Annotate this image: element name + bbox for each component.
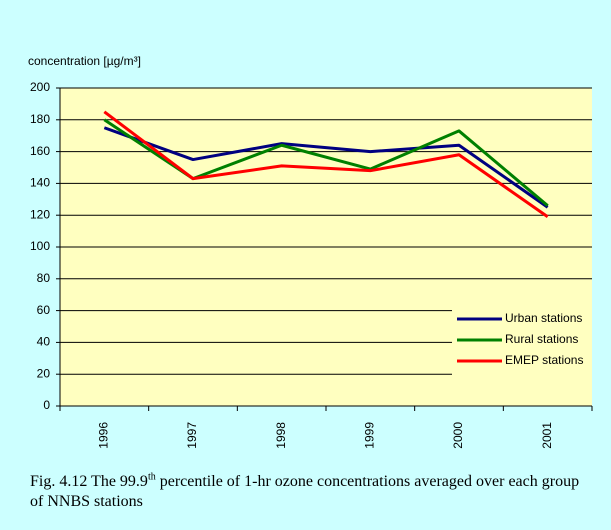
- legend-label: Urban stations: [505, 311, 582, 325]
- legend-label: EMEP stations: [505, 353, 583, 367]
- x-tick-label: 2000: [451, 422, 465, 449]
- y-tick-label: 120: [30, 207, 50, 221]
- x-tick-label: 2001: [540, 422, 554, 449]
- x-tick-label: 1999: [363, 422, 377, 449]
- y-tick-label: 100: [30, 239, 50, 253]
- caption-text: Fig. 4.12 The 99.9: [30, 473, 148, 490]
- legend-label: Rural stations: [505, 332, 578, 346]
- y-tick-label: 80: [37, 271, 51, 285]
- y-tick-label: 200: [30, 80, 50, 94]
- y-tick-label: 20: [37, 366, 51, 380]
- caption-sup: th: [147, 471, 156, 483]
- caption: Fig. 4.12 The 99.9th percentile of 1-hr …: [30, 472, 590, 512]
- y-tick-label: 180: [30, 112, 50, 126]
- series-line: [103, 110, 549, 219]
- caption-text: percentile of 1-hr ozone concentrations …: [30, 473, 580, 510]
- x-tick-label: 1997: [185, 422, 199, 449]
- y-tick-label: 140: [30, 176, 50, 190]
- chart: concentration [µg/m³] 0 20 40 60 80 100 120 140…: [28, 54, 593, 449]
- y-axis-label: concentration [µg/m³]: [28, 54, 141, 68]
- y-tick-label: 160: [30, 144, 50, 158]
- y-tick-label: 40: [37, 335, 51, 349]
- x-tick-label: 1998: [274, 422, 288, 449]
- series-line: [103, 126, 549, 209]
- y-tick-label: 0: [43, 398, 50, 412]
- x-tick-label: 1996: [97, 422, 111, 449]
- y-tick-label: 60: [37, 303, 51, 317]
